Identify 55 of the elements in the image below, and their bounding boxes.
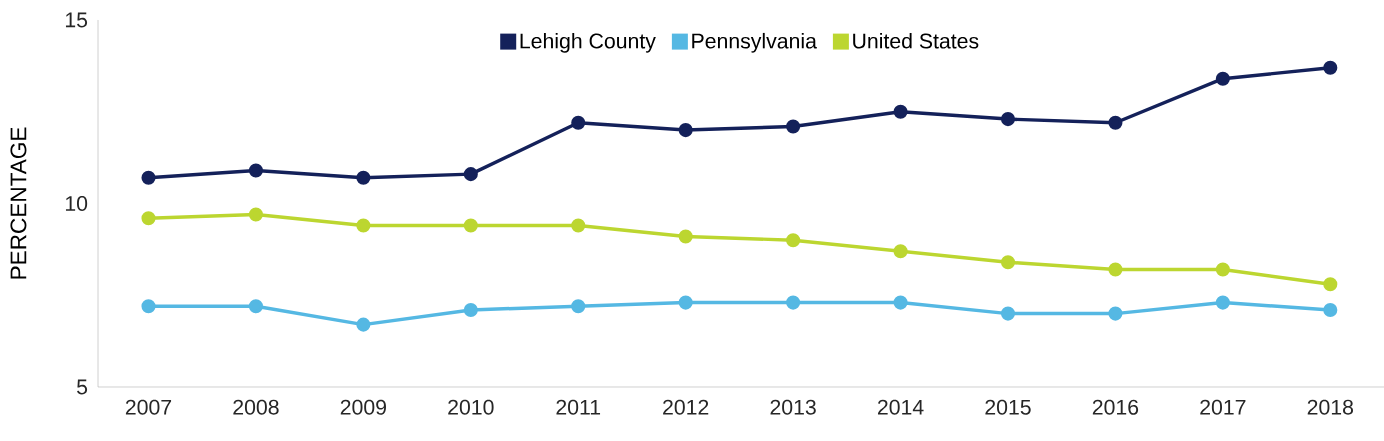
point (1000, 255, 1016, 270)
point (1323, 302, 1338, 317)
point (1215, 295, 1230, 310)
point (1108, 262, 1123, 277)
point (1215, 71, 1230, 86)
y-axis-title: PERCENTAGE (10, 127, 27, 279)
point (1000, 306, 1016, 321)
point (248, 207, 263, 222)
point (463, 302, 478, 317)
point (141, 299, 156, 314)
point (571, 299, 586, 314)
point (893, 295, 908, 310)
legend-label: Lehigh County (520, 32, 656, 53)
x-tick-label: 2012 (663, 399, 709, 415)
point (1000, 112, 1016, 127)
point (678, 295, 693, 310)
point (571, 115, 586, 130)
point (1323, 277, 1338, 292)
y-tick-label: 15 (65, 12, 88, 28)
x-tick-label: 2008 (233, 399, 279, 415)
point (786, 119, 801, 134)
point (356, 218, 371, 233)
point (893, 244, 908, 259)
x-tick-label: 2013 (770, 399, 816, 415)
legend-label: Pennsylvania (692, 32, 817, 53)
x-tick-label: 2010 (448, 399, 494, 415)
x-tick-label: 2018 (1307, 399, 1353, 415)
point (786, 295, 801, 310)
point (141, 211, 156, 226)
point (356, 317, 371, 332)
point (1215, 262, 1230, 277)
point (463, 218, 478, 233)
y-tick-label: 5 (77, 379, 88, 395)
x-tick-label: 2014 (877, 399, 924, 415)
x-tick-label: 2011 (556, 399, 601, 415)
point (356, 170, 371, 185)
point (248, 299, 263, 314)
y-tick-label: 10 (65, 195, 88, 212)
point (1108, 115, 1123, 130)
x-tick-label: 2015 (985, 399, 1031, 415)
x-tick-label: 2009 (340, 399, 386, 415)
point (571, 218, 586, 233)
point (463, 167, 478, 182)
point (1108, 306, 1123, 321)
point (893, 104, 908, 119)
x-tick-label: 2016 (1092, 399, 1139, 415)
point (1323, 60, 1338, 75)
point (678, 229, 693, 244)
point (141, 170, 156, 185)
legend-label: United States (853, 32, 979, 49)
point (248, 163, 263, 178)
point (786, 233, 801, 248)
x-tick-label: 2007 (125, 399, 172, 415)
x-tick-label: 2017 (1200, 399, 1246, 415)
point (678, 123, 693, 138)
